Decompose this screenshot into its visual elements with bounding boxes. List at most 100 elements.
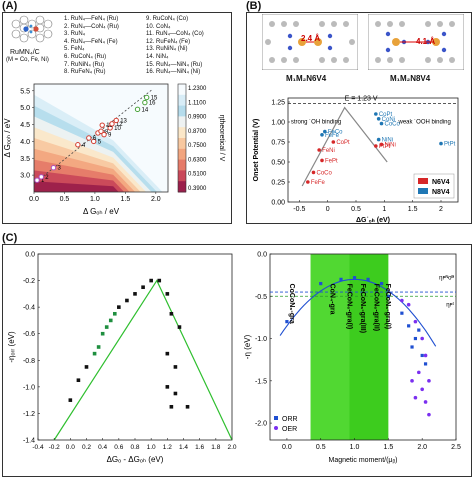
x-axis-label: Magnetic moment/(μᵦ) bbox=[329, 457, 398, 464]
colorbar-label: ηtheoretical / V bbox=[218, 115, 225, 162]
legend-entry: 7. RuNiN₄ (Ru) bbox=[64, 61, 105, 68]
data-point bbox=[427, 379, 431, 383]
colorbar-tick-label: 0.3900 bbox=[188, 186, 207, 192]
x-axis-label: ΔG˙ₒₕ (eV) bbox=[356, 216, 390, 224]
point-label: NiNi bbox=[382, 138, 393, 144]
point-label: 14 bbox=[142, 107, 149, 113]
heatmap-axes-box bbox=[33, 83, 169, 193]
x-tick-label: 1.4 bbox=[179, 444, 188, 451]
y-axis-label: Onset Potential (V) bbox=[253, 119, 260, 182]
x-tick-label: 0 bbox=[326, 206, 330, 213]
region-right-label: weak ˙OOH binding bbox=[398, 120, 451, 126]
data-point bbox=[423, 362, 428, 366]
data-point bbox=[38, 174, 45, 180]
legend-swatch bbox=[274, 416, 278, 420]
data-point bbox=[413, 336, 418, 341]
colorbar-segment bbox=[178, 159, 186, 171]
point-label: PtPt bbox=[444, 142, 456, 148]
legend-entry: 10. CoN₄ bbox=[146, 23, 171, 30]
data-point bbox=[400, 311, 404, 315]
data-point bbox=[173, 365, 178, 369]
eta-bottom-label: ηᴘᵗ bbox=[446, 301, 454, 308]
data-point bbox=[339, 277, 343, 281]
point-label: NiNi bbox=[385, 142, 396, 148]
data-point bbox=[376, 117, 381, 121]
point-label: 15 bbox=[151, 96, 158, 102]
volcano-line bbox=[301, 106, 388, 187]
point-label: 3 bbox=[57, 166, 61, 172]
y-tick-label: 0.0 bbox=[25, 252, 35, 259]
data-point bbox=[84, 365, 89, 369]
data-point bbox=[423, 400, 428, 404]
catalyst-name: RuMN₄/C bbox=[10, 49, 40, 56]
data-point bbox=[423, 353, 428, 358]
data-point bbox=[90, 138, 97, 145]
data-point bbox=[323, 129, 327, 134]
x-axis-label: ΔGₒ - ΔGₒₕ (eV) bbox=[107, 455, 164, 464]
y-tick-label: 0.00 bbox=[271, 200, 285, 207]
y-tick-label: -0.6 bbox=[23, 331, 35, 338]
point-label: 6 bbox=[93, 136, 97, 142]
x-tick-label: 0.5 bbox=[60, 196, 70, 203]
dist-left-label: 2.4 Å bbox=[301, 34, 321, 43]
data-point bbox=[311, 170, 316, 175]
legend-entry: 8. RuFeN₄ (Ru) bbox=[64, 69, 106, 76]
data-point bbox=[173, 391, 178, 396]
legend-label: N8V4 bbox=[432, 189, 450, 196]
x-axis-label: Δ Gₒₕ / eV bbox=[83, 207, 120, 216]
data-point bbox=[109, 121, 115, 127]
structure-left-title: M₁M₂N6V4 bbox=[286, 74, 327, 83]
data-point bbox=[306, 180, 310, 184]
vertical-catalyst-label: FeCoN₆-gra(I) bbox=[345, 284, 352, 330]
colorbar-tick-label: 0.5100 bbox=[188, 172, 207, 178]
point-label: 9 bbox=[108, 133, 112, 139]
data-point bbox=[319, 281, 323, 286]
data-point bbox=[177, 325, 182, 329]
data-point bbox=[96, 345, 101, 349]
x-tick-label: 1.6 bbox=[195, 444, 204, 451]
x-tick-label: 0.4 bbox=[98, 444, 107, 451]
point-label: FePt bbox=[325, 158, 338, 164]
x-tick-label: 1.0 bbox=[90, 196, 100, 203]
chart-c2-axes-box bbox=[269, 253, 457, 441]
x-tick-label: 0.2 bbox=[82, 444, 91, 451]
data-point bbox=[50, 165, 57, 171]
x-tick-label: 1.0 bbox=[147, 444, 156, 451]
y-tick-label: -1.0 bbox=[23, 384, 35, 391]
y-tick-label: 5.5 bbox=[20, 88, 30, 95]
colorbar-segment bbox=[178, 170, 186, 182]
y-tick-label: -1.4 bbox=[23, 438, 35, 445]
legend-entry: 12. RuFeN₄ (Fe) bbox=[146, 38, 191, 45]
colorbar-tick-label: 0.9900 bbox=[188, 115, 207, 121]
point-label: FeFe bbox=[311, 180, 326, 186]
y-tick-label: -0.5 bbox=[255, 294, 267, 301]
highlight-band-light bbox=[310, 254, 350, 440]
point-label: FeNi bbox=[322, 148, 335, 154]
y-tick-label: 4.0 bbox=[20, 139, 30, 146]
x-tick-label: 0.5 bbox=[316, 444, 326, 451]
catalyst-note: (M = Co, Fe, Ni) bbox=[6, 57, 49, 63]
y-axis-label: -η (eV) bbox=[243, 334, 252, 359]
data-point bbox=[413, 319, 418, 324]
data-point bbox=[366, 277, 370, 281]
panel-c-label: (C) bbox=[2, 232, 18, 244]
y-tick-label: 0.50 bbox=[271, 160, 285, 167]
data-point bbox=[99, 122, 105, 128]
data-point bbox=[104, 325, 109, 329]
point-label: 13 bbox=[120, 118, 127, 124]
point-label: CoPt bbox=[379, 112, 393, 118]
x-tick-label: 0.0 bbox=[29, 196, 39, 203]
x-tick-label: 0.8 bbox=[130, 444, 139, 451]
data-point bbox=[165, 385, 170, 389]
legend-entry: 3. RuN₄ bbox=[64, 31, 86, 38]
data-point bbox=[420, 353, 424, 358]
x-tick-label: -0.4 bbox=[32, 444, 44, 451]
y-axis-label: -ηₒᵣᵣ (eV) bbox=[7, 331, 16, 363]
data-point bbox=[98, 128, 104, 134]
x-tick-label: -0.2 bbox=[49, 444, 61, 451]
data-point bbox=[34, 177, 40, 183]
colorbar-tick-label: 0.7500 bbox=[188, 143, 207, 149]
y-tick-label: -1.0 bbox=[255, 336, 267, 343]
data-point bbox=[75, 142, 81, 148]
data-point bbox=[68, 398, 73, 402]
